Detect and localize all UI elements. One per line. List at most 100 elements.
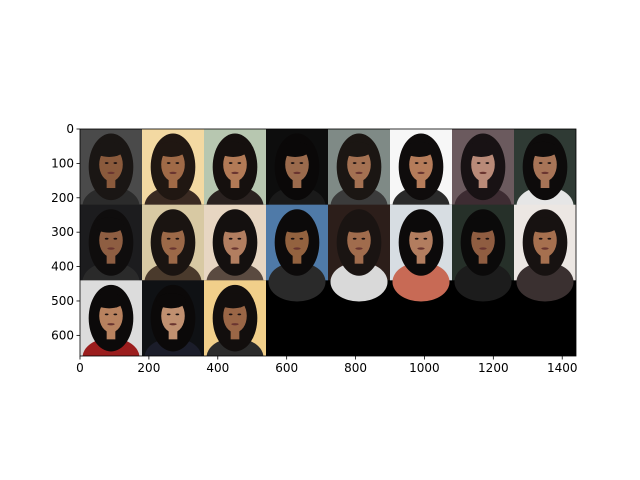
tile-shoulders xyxy=(268,262,326,302)
tile-hair-top xyxy=(218,293,249,309)
tile-eye xyxy=(414,237,419,240)
tile-mouth xyxy=(107,323,115,326)
y-axis: 0 100 200 300 400 500 600 xyxy=(51,122,80,342)
tile-neck xyxy=(540,250,550,264)
tile-eye xyxy=(175,313,180,316)
y-tick-label: 100 xyxy=(51,156,74,170)
portrait-tile xyxy=(452,204,514,302)
tile-mouth xyxy=(479,247,487,250)
tile-hair-top xyxy=(218,141,249,157)
tile-hair-top xyxy=(404,141,435,157)
tile-eye xyxy=(485,162,490,164)
tile-eye xyxy=(113,162,118,164)
tile-hair-top xyxy=(94,293,125,309)
axes-frame xyxy=(79,128,577,357)
tile-eye xyxy=(237,162,242,164)
tile-eye xyxy=(476,162,481,164)
portrait-tile xyxy=(266,204,328,302)
tile-hair-top xyxy=(280,217,311,233)
tile-mouth xyxy=(355,247,363,250)
tile-neck xyxy=(230,250,240,264)
tile-neck xyxy=(416,250,426,264)
tile-hair-top xyxy=(280,141,311,157)
tile-eye xyxy=(175,162,180,164)
tile-eye xyxy=(299,237,304,240)
tile-mouth xyxy=(479,171,487,175)
tile-eye xyxy=(228,162,233,164)
tile-hair-top xyxy=(94,141,125,157)
tile-eye xyxy=(104,162,109,164)
portrait-tile xyxy=(80,280,142,356)
tile-eye xyxy=(414,162,419,164)
tile-eye xyxy=(175,237,180,240)
tile-eye xyxy=(361,162,366,164)
tile-eye xyxy=(290,162,295,164)
tile-eye xyxy=(352,237,357,240)
tile-mouth xyxy=(417,171,425,175)
tile-eye xyxy=(290,237,295,240)
tile-hair-top xyxy=(466,217,497,233)
tile-hair-top xyxy=(94,217,125,233)
tile-mouth xyxy=(169,171,177,175)
tile-hair-top xyxy=(342,217,373,233)
tile-mouth xyxy=(541,247,549,250)
tile-mouth xyxy=(231,323,239,326)
tile-mouth xyxy=(231,247,239,250)
x-tick-label: 200 xyxy=(137,361,160,375)
tile-neck xyxy=(106,250,116,264)
x-tick-label: 0 xyxy=(76,361,84,375)
tile-mouth xyxy=(293,171,301,175)
tile-mouth xyxy=(417,247,425,250)
tile-mouth xyxy=(541,171,549,175)
tile-mouth xyxy=(293,247,301,250)
tile-hair-top xyxy=(156,293,187,309)
tile-eye xyxy=(113,237,118,240)
tile-eye xyxy=(547,162,552,164)
tile-eye xyxy=(237,313,242,316)
tile-neck xyxy=(354,250,364,264)
tile-eye xyxy=(166,313,171,316)
tile-hair-top xyxy=(218,217,249,233)
tile-hair-top xyxy=(404,217,435,233)
tile-eye xyxy=(166,162,171,164)
tile-eye xyxy=(104,313,109,316)
portrait-tile xyxy=(514,204,576,302)
tile-eye xyxy=(485,237,490,240)
x-tick-label: 400 xyxy=(206,361,229,375)
y-tick-label: 400 xyxy=(51,260,74,274)
portrait-tile xyxy=(390,204,452,302)
portrait-tile xyxy=(204,204,266,302)
tile-shoulders xyxy=(454,262,512,302)
tile-shoulders xyxy=(516,262,574,302)
portrait-tile xyxy=(142,129,204,226)
tile-mouth xyxy=(355,171,363,175)
portrait-tile xyxy=(142,280,204,356)
tile-eye xyxy=(228,237,233,240)
tile-eye xyxy=(299,162,304,164)
tile-neck xyxy=(168,250,178,264)
tile-eye xyxy=(423,162,428,164)
tile-hair-top xyxy=(466,141,497,157)
x-tick-label: 1400 xyxy=(547,361,578,375)
tile-hair-top xyxy=(156,141,187,157)
tile-eye xyxy=(361,237,366,240)
tile-mouth xyxy=(107,171,115,175)
tile-eye xyxy=(423,237,428,240)
x-tick-label: 1200 xyxy=(478,361,509,375)
tile-hair-top xyxy=(342,141,373,157)
image-layer xyxy=(80,129,576,356)
y-tick-label: 200 xyxy=(51,191,74,205)
portrait-tile xyxy=(142,204,204,302)
tile-eye xyxy=(352,162,357,164)
tile-mouth xyxy=(107,247,115,250)
tile-eye xyxy=(228,313,233,316)
tile-eye xyxy=(237,237,242,240)
tile-eye xyxy=(547,237,552,240)
tile-hair-top xyxy=(156,217,187,233)
portrait-tile xyxy=(204,280,266,356)
portrait-tile xyxy=(328,204,390,302)
tile-shoulders xyxy=(392,262,450,302)
tile-mouth xyxy=(169,323,177,326)
x-axis: 0 200 400 600 800 1000 1200 1400 xyxy=(76,356,577,375)
